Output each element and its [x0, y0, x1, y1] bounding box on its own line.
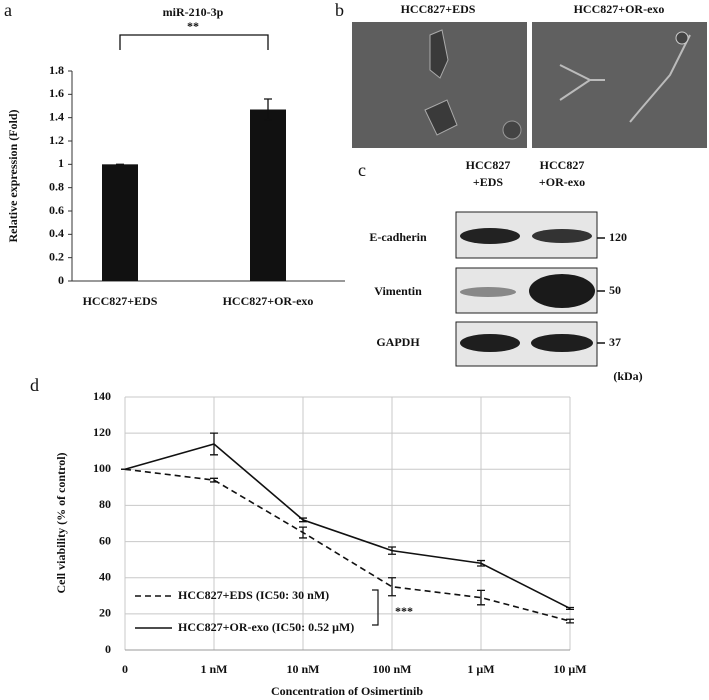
blot [455, 211, 605, 367]
y-tick-label: 60 [99, 533, 111, 547]
y-tick-label: 0.2 [49, 249, 64, 263]
y-tick-label: 1.6 [49, 86, 64, 100]
error-bar [264, 98, 272, 121]
y-tick-label: 40 [99, 569, 111, 583]
micrograph [352, 22, 527, 148]
x-tick-label: 10 nM [287, 662, 320, 676]
error-bar [388, 577, 396, 597]
kda-label: 37 [609, 335, 621, 349]
x-tick-label: HCC827+OR-exo [223, 294, 314, 308]
y-tick-label: 120 [93, 425, 111, 439]
y-tick-label: 1.2 [49, 133, 64, 147]
error-bar [477, 589, 485, 606]
x-tick-label: 1 μM [467, 662, 494, 676]
annotation: *** [395, 604, 413, 618]
y-tick-label: 0 [105, 642, 111, 656]
error-bar [388, 546, 396, 555]
unit-label: (kDa) [613, 369, 642, 383]
y-tick-label: 0.8 [49, 179, 64, 193]
chart-title: miR-210-3p [163, 5, 224, 19]
y-tick-label: 0.4 [49, 226, 64, 240]
panel-label: c [358, 160, 366, 180]
image-label: HCC827+OR-exo [574, 2, 665, 16]
x-tick-label: 1 nM [201, 662, 228, 676]
image-label: HCC827+EDS [401, 2, 476, 16]
error-bar [566, 618, 574, 624]
error-bar [210, 477, 218, 483]
column-header: HCC827 [540, 158, 585, 172]
bar [102, 164, 138, 281]
legend-label: HCC827+OR-exo (IC50: 0.52 μM) [178, 620, 354, 634]
line [124, 443, 571, 610]
error-bar [299, 517, 307, 523]
line [124, 468, 571, 622]
annotation-bracket [372, 589, 379, 626]
x-tick-label: 100 nM [373, 662, 412, 676]
micrograph [532, 22, 707, 148]
significance: ** [187, 19, 199, 33]
y-axis-label: Relative expression (Fold) [6, 109, 20, 242]
x-tick-label: HCC827+EDS [83, 294, 158, 308]
y-tick-label: 0 [58, 273, 64, 287]
row-label: E-cadherin [369, 230, 427, 244]
error-bar [299, 526, 307, 539]
row-label: Vimentin [374, 284, 422, 298]
panel-label: b [335, 0, 344, 20]
y-tick-label: 1 [58, 156, 64, 170]
x-tick-label: 0 [122, 662, 128, 676]
error-bar [210, 432, 218, 456]
y-tick-label: 100 [93, 461, 111, 475]
y-tick-label: 20 [99, 606, 111, 620]
y-tick-label: 1.4 [49, 109, 64, 123]
x-axis-label: Concentration of Osimertinib [271, 684, 423, 698]
x-tick-label: 10 μM [553, 662, 586, 676]
column-header: HCC827 [466, 158, 511, 172]
column-header: +EDS [473, 175, 504, 189]
y-axis-label: Cell viability (% of control) [54, 452, 68, 593]
panel-label: a [4, 0, 12, 20]
bar [250, 109, 286, 281]
y-tick-label: 0.6 [49, 203, 64, 217]
y-tick-label: 80 [99, 497, 111, 511]
error-bar [566, 606, 574, 610]
column-header: +OR-exo [539, 175, 585, 189]
error-bar [477, 559, 485, 567]
significance-bracket [119, 34, 269, 50]
row-label: GAPDH [376, 335, 420, 349]
panel-label: d [30, 375, 39, 395]
y-tick-label: 1.8 [49, 63, 64, 77]
legend-label: HCC827+EDS (IC50: 30 nM) [178, 588, 329, 602]
kda-label: 50 [609, 283, 621, 297]
kda-label: 120 [609, 230, 627, 244]
y-tick-label: 140 [93, 389, 111, 403]
